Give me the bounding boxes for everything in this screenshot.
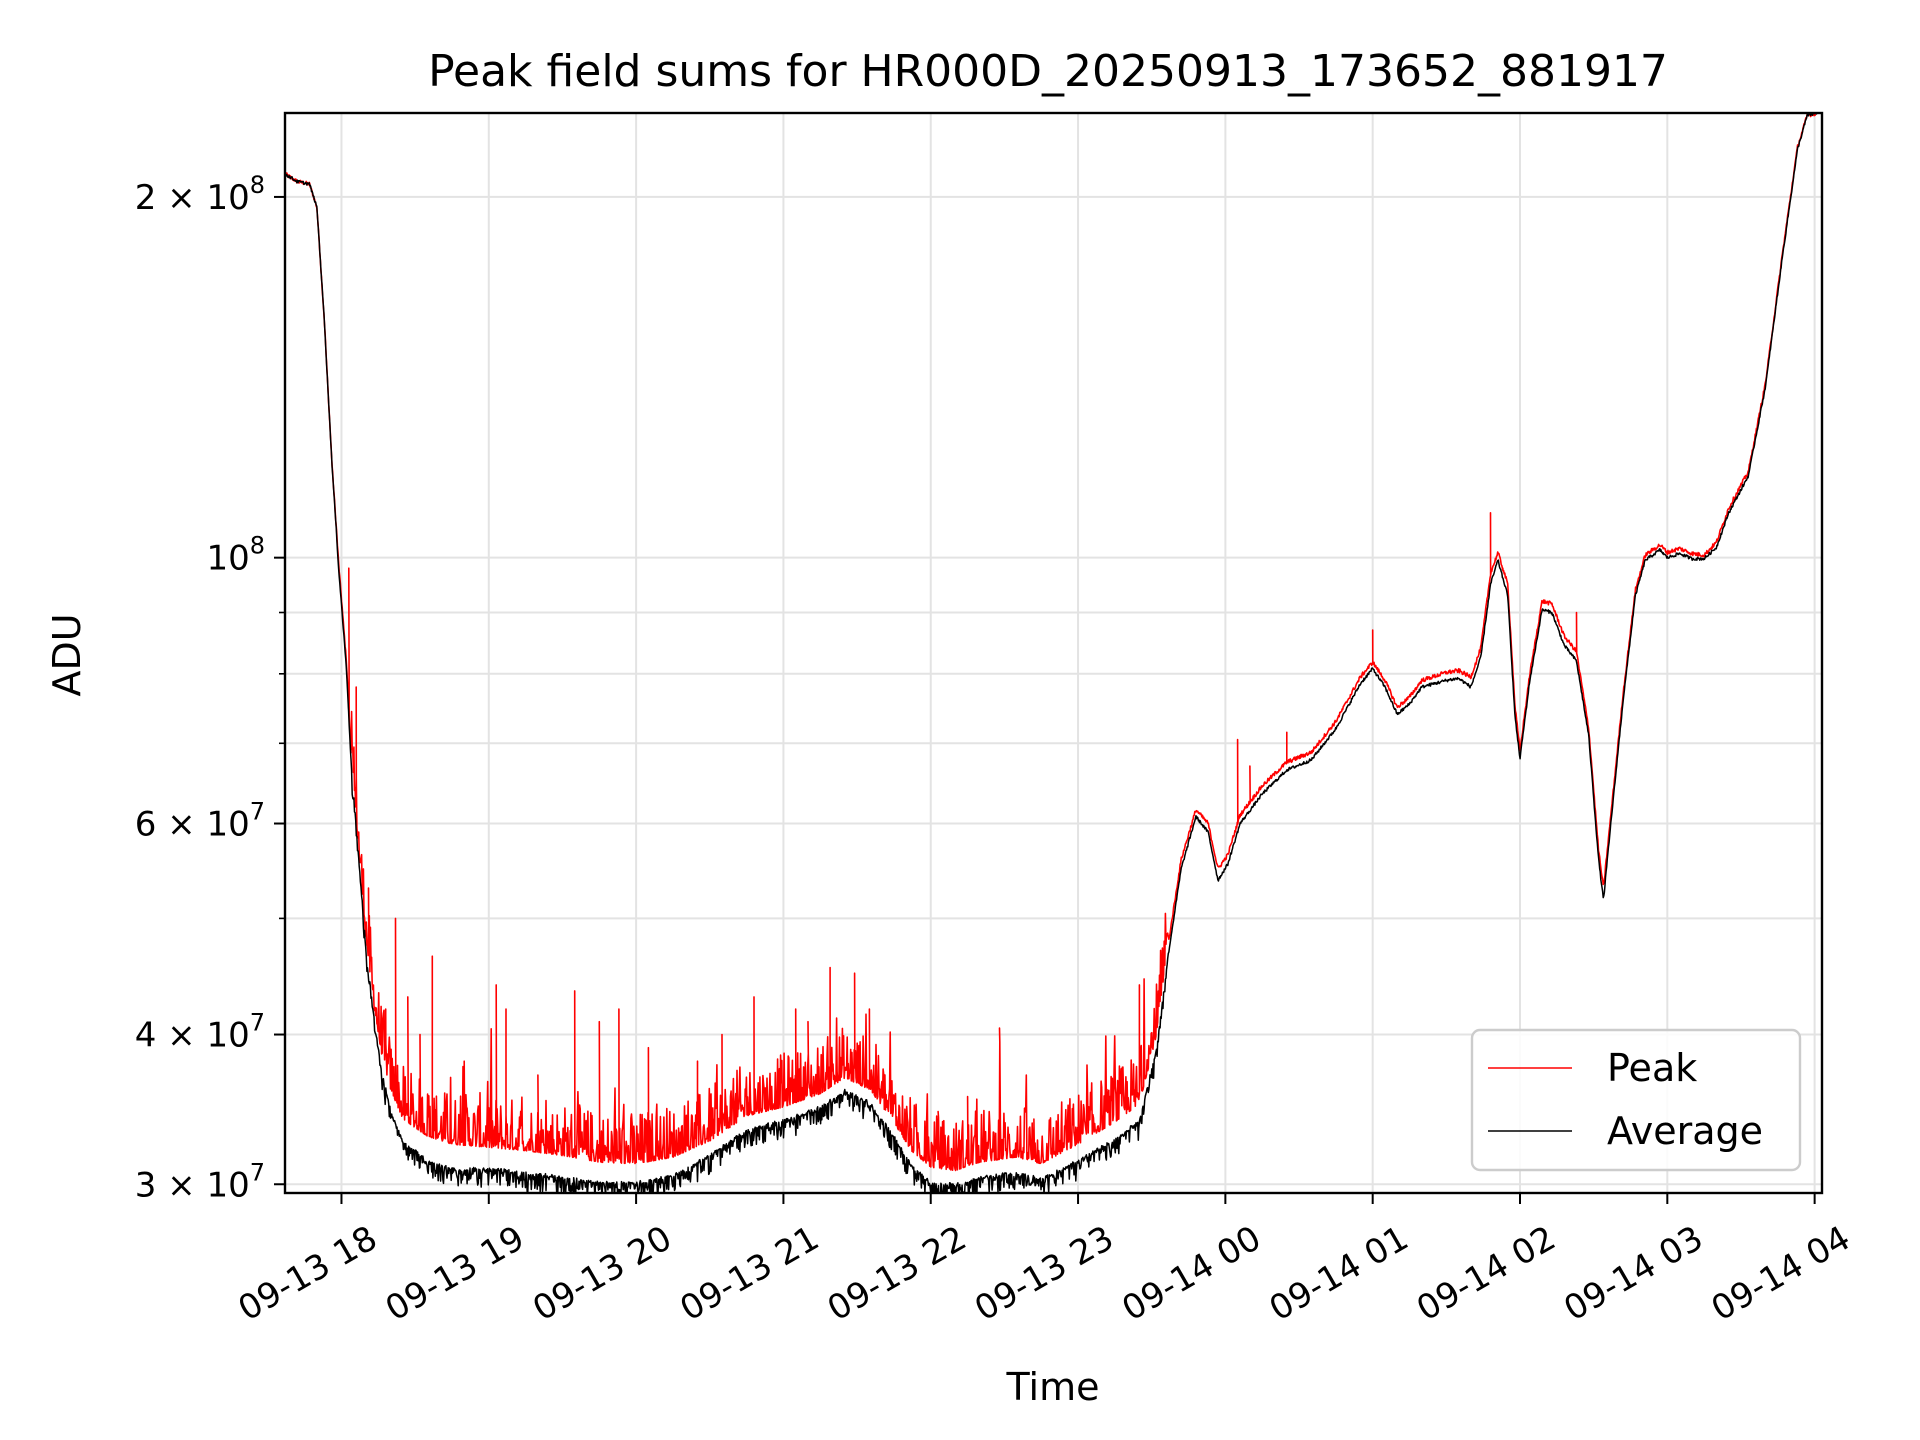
y-tick-label: 6 × 107	[135, 798, 265, 845]
y-axis: 3 × 107 4 × 107 6 × 107 108 2 × 108	[135, 171, 285, 1205]
series-line-peak	[285, 113, 1818, 1172]
x-axis-label: Time	[1006, 1365, 1100, 1409]
series-line-average	[285, 113, 1818, 1193]
legend-label-average: Average	[1607, 1109, 1763, 1153]
y-axis-label: ADU	[45, 613, 89, 696]
legend-label-peak: Peak	[1607, 1046, 1697, 1090]
y-tick-label: 4 × 107	[135, 1009, 265, 1056]
y-tick-label: 2 × 108	[135, 171, 265, 218]
legend: Peak Average	[1470, 1028, 1802, 1172]
plot-frame	[283, 111, 1824, 1195]
chart-title: Peak field sums for HR000D_20250913_1736…	[428, 46, 1668, 97]
y-tick-label: 108	[206, 532, 265, 579]
y-tick-label: 3 × 107	[135, 1158, 265, 1205]
legend-box	[1470, 1028, 1802, 1172]
series-layer	[285, 113, 1818, 1193]
